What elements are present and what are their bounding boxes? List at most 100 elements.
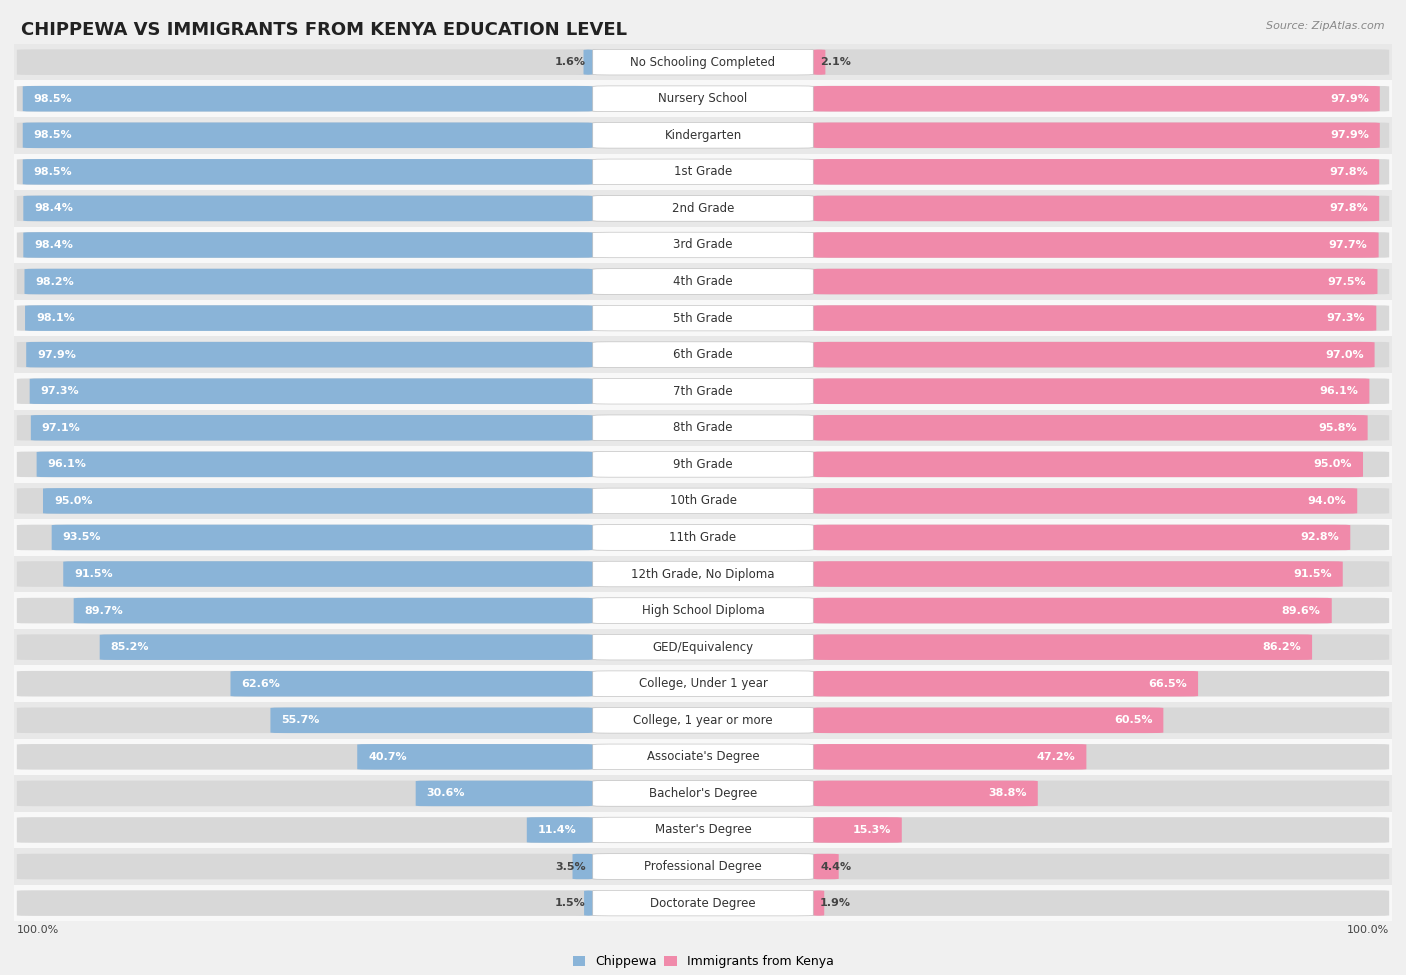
Text: 40.7%: 40.7% — [368, 752, 406, 761]
Text: No Schooling Completed: No Schooling Completed — [630, 56, 776, 68]
Text: 1.9%: 1.9% — [820, 898, 851, 908]
FancyBboxPatch shape — [808, 50, 830, 75]
FancyBboxPatch shape — [73, 598, 593, 623]
FancyBboxPatch shape — [593, 86, 813, 111]
FancyBboxPatch shape — [17, 415, 1389, 441]
FancyBboxPatch shape — [22, 159, 593, 184]
Text: 97.5%: 97.5% — [1327, 277, 1367, 287]
Text: 8th Grade: 8th Grade — [673, 421, 733, 434]
FancyBboxPatch shape — [100, 635, 593, 660]
FancyBboxPatch shape — [17, 890, 1389, 916]
FancyBboxPatch shape — [17, 123, 1389, 148]
Text: 96.1%: 96.1% — [1319, 386, 1358, 396]
Text: 95.0%: 95.0% — [53, 496, 93, 506]
Text: 95.0%: 95.0% — [1313, 459, 1353, 469]
Text: Bachelor's Degree: Bachelor's Degree — [650, 787, 756, 800]
FancyBboxPatch shape — [17, 525, 1389, 550]
FancyBboxPatch shape — [593, 525, 813, 550]
FancyBboxPatch shape — [813, 781, 1038, 806]
Text: 1st Grade: 1st Grade — [673, 166, 733, 178]
Bar — [14, 153, 1392, 190]
FancyBboxPatch shape — [593, 635, 813, 660]
Text: 47.2%: 47.2% — [1036, 752, 1076, 761]
Text: 85.2%: 85.2% — [111, 643, 149, 652]
Text: 11.4%: 11.4% — [538, 825, 576, 835]
FancyBboxPatch shape — [52, 525, 593, 550]
Bar — [14, 811, 1392, 848]
Text: Kindergarten: Kindergarten — [665, 129, 741, 141]
Text: Doctorate Degree: Doctorate Degree — [650, 897, 756, 910]
FancyBboxPatch shape — [593, 342, 813, 368]
Text: 12th Grade, No Diploma: 12th Grade, No Diploma — [631, 567, 775, 580]
FancyBboxPatch shape — [593, 378, 813, 404]
Text: 97.9%: 97.9% — [1330, 131, 1369, 140]
Text: Associate's Degree: Associate's Degree — [647, 751, 759, 763]
FancyBboxPatch shape — [37, 451, 593, 477]
FancyBboxPatch shape — [527, 817, 593, 842]
Text: 97.9%: 97.9% — [1330, 94, 1369, 103]
Text: 1.5%: 1.5% — [555, 898, 586, 908]
Text: 97.8%: 97.8% — [1330, 204, 1368, 214]
Text: 30.6%: 30.6% — [426, 789, 465, 799]
Bar — [14, 372, 1392, 409]
Bar — [14, 739, 1392, 775]
FancyBboxPatch shape — [30, 378, 593, 404]
FancyBboxPatch shape — [593, 415, 813, 441]
FancyBboxPatch shape — [17, 159, 1389, 184]
Text: CHIPPEWA VS IMMIGRANTS FROM KENYA EDUCATION LEVEL: CHIPPEWA VS IMMIGRANTS FROM KENYA EDUCAT… — [21, 21, 627, 39]
FancyBboxPatch shape — [813, 123, 1379, 148]
Bar — [14, 556, 1392, 592]
Bar — [14, 263, 1392, 300]
Text: 91.5%: 91.5% — [75, 569, 112, 579]
FancyBboxPatch shape — [593, 781, 813, 806]
Text: 15.3%: 15.3% — [852, 825, 891, 835]
Text: 97.0%: 97.0% — [1324, 350, 1364, 360]
Text: 94.0%: 94.0% — [1308, 496, 1346, 506]
FancyBboxPatch shape — [27, 342, 593, 368]
Text: Professional Degree: Professional Degree — [644, 860, 762, 873]
Text: 91.5%: 91.5% — [1294, 569, 1331, 579]
Bar — [14, 410, 1392, 447]
FancyBboxPatch shape — [17, 744, 1389, 769]
FancyBboxPatch shape — [17, 342, 1389, 368]
FancyBboxPatch shape — [17, 817, 1389, 842]
Text: 66.5%: 66.5% — [1149, 679, 1187, 688]
FancyBboxPatch shape — [807, 890, 830, 916]
FancyBboxPatch shape — [231, 671, 593, 696]
FancyBboxPatch shape — [17, 232, 1389, 257]
Text: 86.2%: 86.2% — [1263, 643, 1301, 652]
Bar — [14, 336, 1392, 372]
Text: 89.7%: 89.7% — [84, 605, 124, 615]
Bar — [14, 483, 1392, 519]
FancyBboxPatch shape — [593, 890, 813, 916]
Legend: Chippewa, Immigrants from Kenya: Chippewa, Immigrants from Kenya — [568, 950, 838, 973]
Bar — [14, 519, 1392, 556]
FancyBboxPatch shape — [22, 86, 593, 111]
Bar — [14, 775, 1392, 811]
FancyBboxPatch shape — [593, 562, 813, 587]
FancyBboxPatch shape — [813, 232, 1379, 257]
FancyBboxPatch shape — [357, 744, 593, 769]
FancyBboxPatch shape — [17, 562, 1389, 587]
FancyBboxPatch shape — [17, 635, 1389, 660]
Text: 93.5%: 93.5% — [63, 532, 101, 542]
FancyBboxPatch shape — [813, 305, 1376, 331]
Text: 97.3%: 97.3% — [41, 386, 79, 396]
FancyBboxPatch shape — [576, 50, 600, 75]
FancyBboxPatch shape — [24, 269, 593, 294]
FancyBboxPatch shape — [593, 232, 813, 257]
Text: 10th Grade: 10th Grade — [669, 494, 737, 507]
FancyBboxPatch shape — [63, 562, 593, 587]
Text: 97.9%: 97.9% — [37, 350, 76, 360]
Text: 2.1%: 2.1% — [820, 58, 851, 67]
FancyBboxPatch shape — [813, 598, 1331, 623]
Bar — [14, 702, 1392, 739]
Text: 97.8%: 97.8% — [1330, 167, 1368, 176]
FancyBboxPatch shape — [17, 488, 1389, 514]
FancyBboxPatch shape — [813, 708, 1163, 733]
FancyBboxPatch shape — [17, 451, 1389, 477]
FancyBboxPatch shape — [17, 305, 1389, 331]
FancyBboxPatch shape — [416, 781, 593, 806]
FancyBboxPatch shape — [22, 123, 593, 148]
Text: 98.2%: 98.2% — [35, 277, 75, 287]
